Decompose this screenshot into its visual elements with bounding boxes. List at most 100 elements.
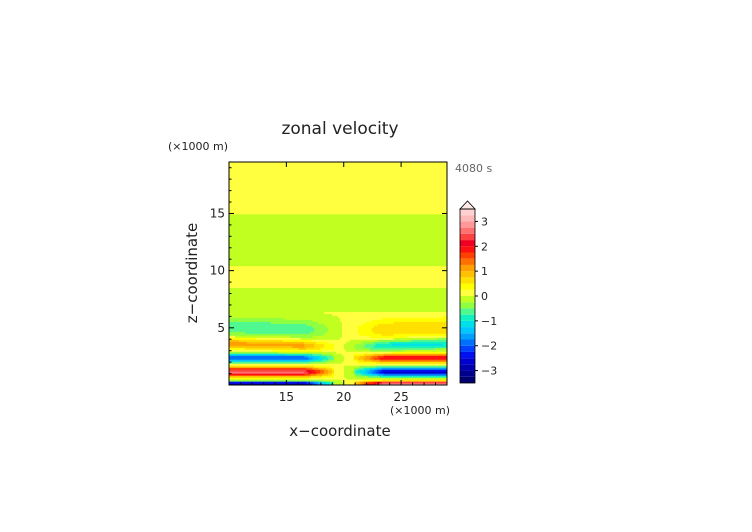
colorbar-swatch [460, 302, 475, 309]
colorbar-tick-label: 1 [481, 265, 488, 278]
field-cell [367, 375, 381, 378]
field-cell [229, 231, 447, 235]
field-cell [357, 361, 377, 364]
x-tick-label: 25 [393, 390, 408, 404]
field-cell [332, 367, 335, 370]
field-cell [381, 369, 447, 372]
colorbar-swatch [460, 252, 475, 259]
field-cell [334, 375, 345, 378]
colorbar-swatch [460, 370, 475, 377]
field-cell [324, 323, 343, 326]
colorbar-tick-label: 3 [481, 215, 488, 228]
field-cell [229, 211, 447, 215]
colorbar-swatch [460, 333, 475, 340]
field-cell [246, 341, 305, 344]
field-cell [353, 355, 361, 358]
y-tick-label: 15 [210, 206, 225, 220]
field-cell [310, 369, 315, 372]
field-cell [284, 317, 341, 320]
colorbar-swatch [460, 283, 475, 290]
colorbar-swatch [460, 227, 475, 234]
field-cell [304, 345, 315, 348]
field-cell [334, 343, 345, 346]
field-cell [229, 203, 447, 207]
field-cell [328, 359, 335, 362]
field-cell [322, 381, 327, 384]
field-cell [229, 369, 307, 372]
field-cell [373, 345, 447, 348]
field-cell [229, 235, 447, 239]
field-cell [229, 249, 447, 253]
field-cell [314, 381, 319, 384]
field-cell [361, 383, 365, 385]
field-cell [322, 359, 329, 362]
field-cell [369, 369, 375, 372]
field-cell [229, 267, 447, 271]
field-cell [229, 191, 447, 195]
field-cell [229, 339, 240, 342]
field-cell [306, 323, 325, 326]
field-cell [229, 173, 447, 177]
field-cell [377, 383, 383, 385]
field-cell [304, 371, 309, 374]
field-cell [343, 365, 361, 368]
field-cell [306, 381, 311, 384]
field-cell [229, 271, 447, 275]
field-cell [332, 313, 447, 316]
field-cell [355, 369, 361, 372]
colorbar-swatch [460, 271, 475, 278]
field-cell [345, 341, 363, 344]
field-cell [341, 333, 361, 336]
field-cell [229, 373, 305, 376]
field-cell [314, 329, 329, 332]
field-cell [369, 367, 377, 370]
field-cell [435, 347, 447, 350]
field-cell [328, 357, 335, 360]
field-cell [229, 169, 447, 173]
field-cell [367, 381, 375, 384]
field-cell [229, 317, 286, 320]
field-cell [332, 353, 343, 356]
field-cell [322, 349, 347, 352]
colorbar-swatch [460, 345, 475, 352]
field-cell [229, 237, 447, 241]
field-cell [306, 369, 311, 372]
field-cell [334, 347, 345, 350]
field-cell [244, 347, 299, 350]
field-cell [229, 365, 315, 368]
field-cell [353, 369, 357, 372]
field-cell [304, 343, 315, 346]
field-cell [282, 339, 313, 342]
field-cell [229, 351, 280, 354]
field-cell [365, 321, 395, 324]
colorbar-swatch [460, 327, 475, 334]
field-cell [334, 359, 345, 362]
field-cell [229, 233, 447, 237]
field-cell [229, 171, 447, 175]
field-cell [229, 183, 447, 187]
field-cell [322, 383, 327, 385]
field-cell [312, 367, 319, 370]
field-cell [229, 337, 258, 340]
field-cell [363, 383, 369, 385]
x-tick-label: 15 [279, 390, 294, 404]
field-cell [365, 369, 371, 372]
field-cell [229, 167, 447, 171]
field-cell [437, 337, 447, 340]
field-cell [391, 343, 444, 346]
field-cell [229, 313, 333, 316]
field-cell [324, 345, 335, 348]
field-cell [357, 367, 365, 370]
field-cell [229, 311, 325, 314]
field-cell [229, 215, 447, 219]
field-cell [229, 353, 288, 356]
field-cell [363, 345, 375, 348]
field-cell [343, 345, 355, 348]
field-cell [229, 197, 447, 201]
field-cell [316, 373, 323, 376]
colorbar-swatch [460, 314, 475, 321]
field-cell [229, 179, 447, 183]
field-cell [314, 343, 325, 346]
field-cell [359, 355, 367, 358]
field-cell [229, 239, 447, 243]
